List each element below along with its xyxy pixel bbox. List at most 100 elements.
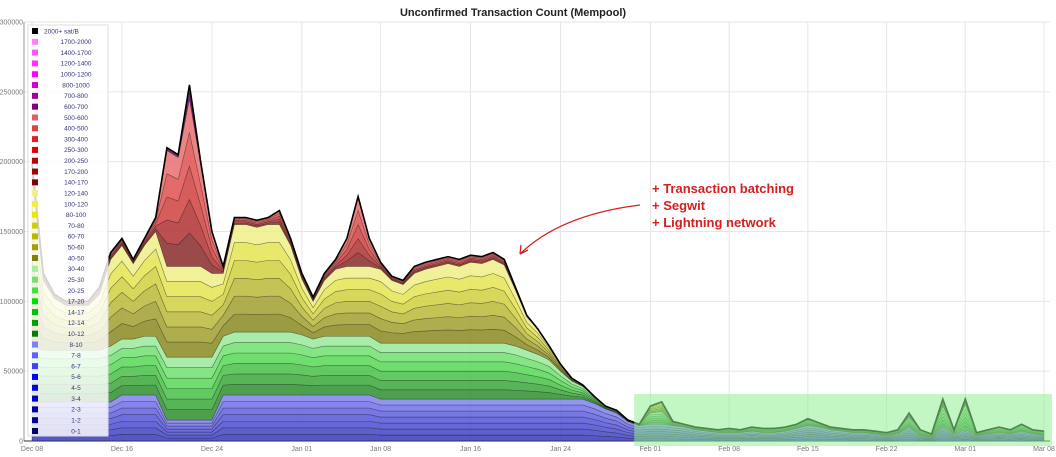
legend-label: 60-70 — [68, 234, 85, 241]
y-tick-label: 0 — [19, 439, 23, 446]
legend-label: 70-80 — [68, 223, 85, 230]
legend-swatch — [32, 330, 38, 337]
annotation-line-1: + Transaction batching — [652, 181, 794, 196]
legend-label: 1700-2000 — [60, 39, 91, 46]
y-tick-label: 200000 — [0, 159, 23, 166]
legend-label: 80-100 — [66, 212, 87, 219]
legend-label: 50-60 — [68, 245, 85, 252]
legend-swatch — [32, 125, 38, 132]
legend-swatch — [32, 211, 38, 218]
x-tick-label: Jan 01 — [291, 446, 312, 453]
y-tick-label: 150000 — [0, 229, 23, 236]
legend-swatch — [32, 28, 38, 34]
x-axis: Dec 08 Dec 16 Dec 24 Jan 01 Jan 08 Jan 16 Jan … — [21, 446, 1055, 453]
x-tick-label: Feb 08 — [718, 446, 740, 453]
legend-swatch — [32, 82, 38, 89]
legend-swatch — [32, 92, 38, 99]
x-tick-label: Jan 16 — [460, 446, 481, 453]
legend-swatch — [32, 406, 38, 413]
legend-swatch — [32, 428, 38, 434]
annotation-line-2: + Segwit — [652, 198, 706, 213]
highlight-region — [634, 394, 1052, 446]
legend-label: 0-1 — [71, 428, 81, 435]
legend-label: 200-250 — [64, 158, 88, 165]
legend-label: 25-30 — [68, 277, 85, 284]
legend-swatch — [32, 244, 38, 251]
legend-swatch — [32, 319, 38, 326]
annotation-arrowhead — [519, 244, 529, 255]
y-tick-label: 100000 — [0, 299, 23, 306]
legend-label: 20-25 — [68, 288, 85, 295]
x-tick-label: Feb 15 — [797, 446, 819, 453]
chart-title: Unconfirmed Transaction Count (Mempool) — [400, 7, 626, 19]
x-tick-label: Jan 08 — [370, 446, 391, 453]
legend-swatch — [32, 384, 38, 391]
legend-label: 1000-1200 — [60, 72, 91, 79]
legend-label: 300-400 — [64, 136, 88, 143]
legend-label: 170-200 — [64, 169, 88, 176]
legend-swatch — [32, 309, 38, 316]
y-tick-label: 50000 — [4, 369, 24, 376]
y-tick-label: 300000 — [0, 20, 23, 27]
x-tick-label: Mar 01 — [954, 446, 976, 453]
legend-swatch — [32, 265, 38, 272]
legend-label: 1200-1400 — [60, 61, 91, 68]
legend-swatch — [32, 146, 38, 153]
legend-label: 12-14 — [68, 320, 85, 327]
legend-swatch — [32, 352, 38, 359]
legend-label: 2000+ sat/B — [44, 28, 79, 35]
x-tick-label: Feb 22 — [876, 446, 898, 453]
legend-label: 30-40 — [68, 266, 85, 273]
legend-box — [27, 24, 109, 437]
legend-swatch — [32, 71, 38, 78]
legend-label: 1-2 — [71, 417, 81, 424]
legend-label: 40-50 — [68, 255, 85, 262]
legend: 2000+ sat/B 1700-2000 1400-1700 1200-1400 10… — [27, 24, 109, 437]
legend-swatch — [32, 287, 38, 294]
legend-swatch — [32, 255, 38, 262]
legend-swatch — [32, 373, 38, 380]
legend-label: 8-10 — [69, 342, 82, 349]
annotation-arrow — [519, 204, 641, 255]
legend-label: 4-5 — [71, 385, 81, 392]
stacked-areas — [31, 84, 1045, 442]
legend-label: 17-20 — [68, 299, 85, 306]
legend-swatch — [32, 179, 38, 186]
legend-label: 120-140 — [64, 190, 88, 197]
legend-swatch — [32, 60, 38, 67]
y-axis: 0 50000 100000 150000 200000 250000 300000 — [0, 20, 23, 446]
legend-label: 1400-1700 — [60, 50, 91, 57]
x-tick-label: Mar 08 — [1033, 446, 1055, 453]
legend-swatch — [32, 136, 38, 143]
legend-label: 700-800 — [64, 93, 88, 100]
legend-swatch — [32, 157, 38, 164]
legend-label: 2-3 — [71, 407, 81, 414]
legend-swatch — [32, 222, 38, 229]
legend-label: 100-120 — [64, 201, 88, 208]
highlight-box — [634, 394, 1052, 446]
legend-label: 800-1000 — [62, 82, 90, 89]
legend-label: 6-7 — [71, 363, 81, 370]
legend-swatch — [32, 168, 38, 175]
legend-swatch — [32, 363, 38, 370]
legend-label: 10-12 — [68, 331, 85, 338]
legend-swatch — [32, 417, 38, 424]
legend-swatch — [32, 233, 38, 240]
legend-swatch — [32, 114, 38, 121]
y-tick-label: 250000 — [0, 89, 23, 96]
legend-swatch — [32, 103, 38, 110]
legend-label: 400-500 — [64, 126, 88, 133]
x-tick-label: Dec 08 — [21, 446, 43, 453]
legend-swatch — [32, 38, 38, 45]
legend-swatch — [32, 276, 38, 283]
legend-label: 600-700 — [64, 104, 88, 111]
x-tick-label: Feb 01 — [640, 446, 662, 453]
legend-label: 3-4 — [71, 396, 81, 403]
legend-swatch — [32, 341, 38, 348]
x-tick-label: Dec 16 — [111, 446, 133, 453]
x-tick-label: Dec 24 — [201, 446, 223, 453]
legend-swatch — [32, 190, 38, 197]
legend-swatch — [32, 49, 38, 56]
legend-label: 500-600 — [64, 115, 88, 122]
